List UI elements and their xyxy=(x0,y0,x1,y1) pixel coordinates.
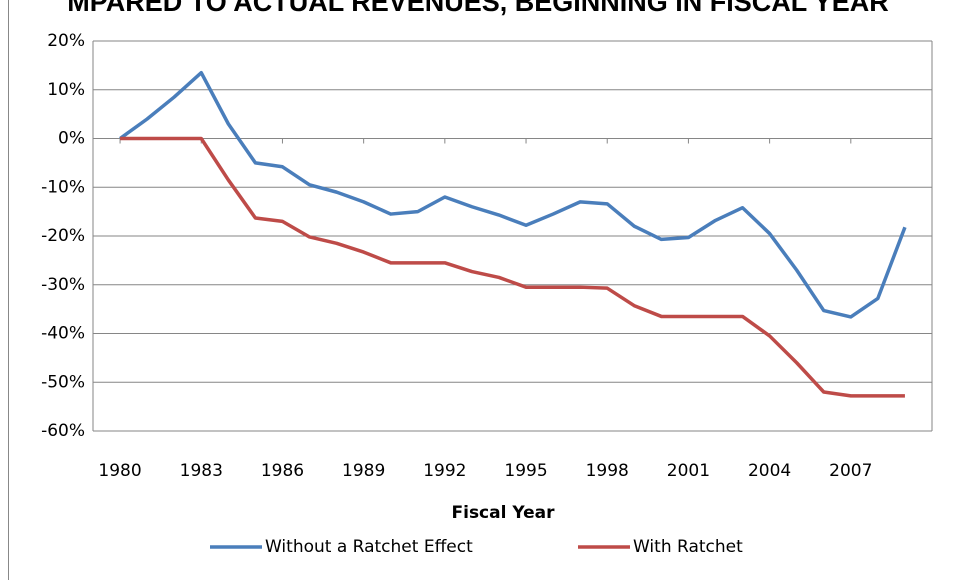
series-line xyxy=(120,136,905,398)
y-tick-label: -50% xyxy=(41,372,85,392)
y-tick-label: -40% xyxy=(41,324,85,344)
series-line xyxy=(119,70,907,319)
x-tick-label: 1992 xyxy=(423,461,466,481)
y-tick-label: -60% xyxy=(41,421,85,441)
x-tick-label: 2007 xyxy=(829,461,872,481)
x-tick-label: 1989 xyxy=(342,461,385,481)
x-tick-label: 1980 xyxy=(98,461,141,481)
x-tick-label: 1983 xyxy=(180,461,223,481)
y-tick-label: -30% xyxy=(41,275,85,295)
legend-label: With Ratchet xyxy=(633,537,743,557)
x-axis-title: Fiscal Year xyxy=(452,503,556,523)
y-tick-label: -20% xyxy=(41,226,85,246)
x-tick-label: 1986 xyxy=(261,461,304,481)
x-tick-label: 1995 xyxy=(504,461,547,481)
legend-label: Without a Ratchet Effect xyxy=(265,537,473,557)
chart-border xyxy=(8,0,956,580)
x-tick-label: 2004 xyxy=(748,461,791,481)
y-tick-label: 10% xyxy=(47,80,85,100)
chart-title: MPARED TO ACTUAL REVENUES, BEGINNING IN … xyxy=(67,0,889,17)
x-tick-label: 1998 xyxy=(586,461,629,481)
x-tick-label: 2001 xyxy=(667,461,710,481)
y-tick-label: 0% xyxy=(58,129,85,149)
y-tick-label: 20% xyxy=(47,31,85,51)
y-tick-label: -10% xyxy=(41,177,85,197)
